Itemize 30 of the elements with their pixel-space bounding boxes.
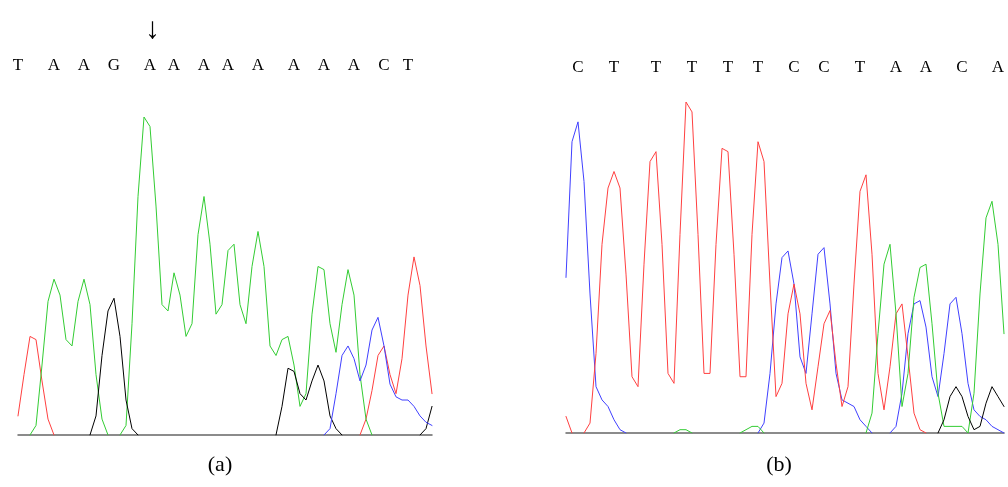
x-tick-label: C (956, 57, 968, 76)
x-tick-label: T (402, 55, 414, 74)
x-tick-label: A (197, 55, 211, 74)
x-tick-label: C (818, 57, 830, 76)
x-tick-label: G (107, 55, 121, 74)
x-tick-label: A (47, 55, 61, 74)
x-tick-label: A (991, 57, 1005, 76)
x-tick-label: T (12, 55, 24, 74)
x-tick-label: A (167, 55, 181, 74)
x-tick-label: T (650, 57, 662, 76)
x-tick-label: A (919, 57, 933, 76)
x-tick-label: T (722, 57, 734, 76)
x-tick-label: A (287, 55, 301, 74)
x-tick-label: T (752, 57, 764, 76)
x-tick-label: A (347, 55, 361, 74)
x-tick-label: A (251, 55, 265, 74)
x-tick-label: A (317, 55, 331, 74)
text: (a) (207, 450, 233, 476)
x-tick-label: A (221, 55, 235, 74)
x-tick-label: C (572, 57, 584, 76)
x-tick-label: T (608, 57, 620, 76)
x-tick-label: C (378, 55, 390, 74)
text: ↓ (145, 10, 160, 44)
x-tick-label: T (854, 57, 866, 76)
x-tick-label: C (788, 57, 800, 76)
x-tick-label: A (77, 55, 91, 74)
x-tick-label: A (143, 55, 157, 74)
x-tick-label: T (686, 57, 698, 76)
x-tick-label: A (889, 57, 903, 76)
text: (b) (766, 450, 792, 476)
